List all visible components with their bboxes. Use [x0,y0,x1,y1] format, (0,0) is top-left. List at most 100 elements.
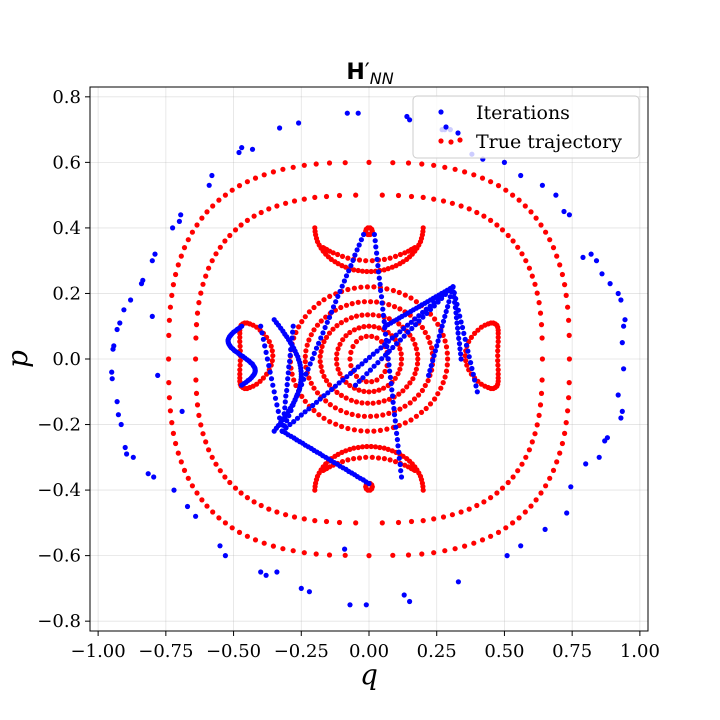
true-trajectory-point [327,293,333,299]
true-trajectory-point [321,415,327,421]
true-trajectory-point [495,375,501,381]
true-trajectory-point [326,330,333,336]
legend-marker-iterations [438,109,461,136]
true-trajectory-point [398,351,404,357]
true-trajectory-point [198,290,204,296]
true-trajectory-point [356,387,362,393]
true-trajectory-point [532,281,538,287]
iteration-point [354,247,360,253]
true-trajectory-point [217,468,223,474]
legend[interactable]: Iterations True trajectory [412,95,640,159]
true-trajectory-point [368,413,374,419]
y-tick-label: −0.6 [37,546,81,567]
iteration-point [405,329,411,335]
chart-title: H′NN [346,60,393,88]
legend-label-true-trajectory: True trajectory [476,131,622,153]
true-trajectory-point [412,341,418,347]
iteration-point [263,572,269,578]
true-trajectory-point [166,317,172,323]
iteration-point [451,294,457,300]
iteration-point [264,356,270,362]
true-trajectory-point [353,339,360,345]
true-trajectory-point [349,411,355,417]
iteration-point [267,369,273,375]
true-trajectory-point [345,286,351,293]
true-trajectory-point [431,162,437,168]
true-trajectory-point [345,425,351,432]
iteration-point [348,370,354,376]
iteration-point [239,323,245,329]
true-trajectory-point [173,271,179,278]
true-trajectory-point [566,380,572,386]
true-trajectory-point [499,485,506,491]
x-tick-label: 0.25 [417,641,457,662]
iteration-point [622,317,628,323]
true-trajectory-point [283,200,289,206]
true-trajectory-point [559,271,566,278]
true-trajectory-point [334,351,340,357]
true-trajectory-point [216,197,222,203]
iteration-point [209,172,215,179]
iteration-point [316,340,322,346]
iteration-point [442,291,448,297]
iteration-point [358,237,364,243]
true-trajectory-point [320,245,326,251]
iteration-point [347,602,353,608]
iteration-point [274,569,280,575]
true-trajectory-point [449,200,455,206]
true-trajectory-point [416,392,422,398]
true-trajectory-point [537,402,544,408]
true-trajectory-point [414,361,421,367]
iteration-point [439,323,445,329]
true-trajectory-point [413,366,419,372]
true-trajectory-point [254,324,260,330]
legend-box [412,95,640,159]
true-trajectory-point [370,400,376,406]
iteration-point [453,315,460,321]
iteration-point [307,361,313,367]
true-trajectory-point [478,324,484,330]
iteration-point [458,319,464,325]
true-trajectory-point [371,324,377,330]
iteration-point [109,369,115,375]
iteration-point [390,344,396,351]
true-trajectory-point [193,335,199,341]
true-trajectory-point [458,203,464,209]
true-trajectory-point [323,518,330,525]
iteration-point [333,299,339,305]
y-tick-label: 0.6 [52,152,81,173]
iteration-point [388,381,394,387]
true-trajectory-point [381,267,387,273]
true-trajectory-point [539,335,545,341]
iteration-point [206,182,212,188]
legend-marker-dot [438,109,444,115]
true-trajectory-point [381,385,387,391]
true-trajectory-point [537,310,544,316]
true-trajectory-point [379,192,385,198]
true-trajectory-point [361,413,367,419]
true-trajectory-point [339,459,346,465]
true-trajectory-point [402,250,408,256]
true-trajectory-point [395,519,402,526]
iteration-point [394,437,400,443]
iteration-point [391,412,398,418]
iteration-point [371,363,377,369]
true-trajectory-point [503,187,509,193]
true-trajectory-point [316,300,322,306]
iteration-point [363,602,369,608]
iteration-point [266,363,272,369]
iteration-point [122,444,128,451]
true-trajectory-point [543,483,549,489]
true-trajectory-point [343,410,350,416]
true-trajectory-point [440,380,446,386]
true-trajectory-point [339,423,345,430]
true-trajectory-point [311,304,317,311]
iteration-point [341,278,347,284]
true-trajectory-point [321,373,327,379]
true-trajectory-point [350,343,356,350]
true-trajectory-point [356,325,362,331]
true-trajectory-point [338,320,344,326]
true-trajectory-point [495,367,501,373]
true-trajectory-point [222,192,228,198]
iteration-point [459,324,466,331]
